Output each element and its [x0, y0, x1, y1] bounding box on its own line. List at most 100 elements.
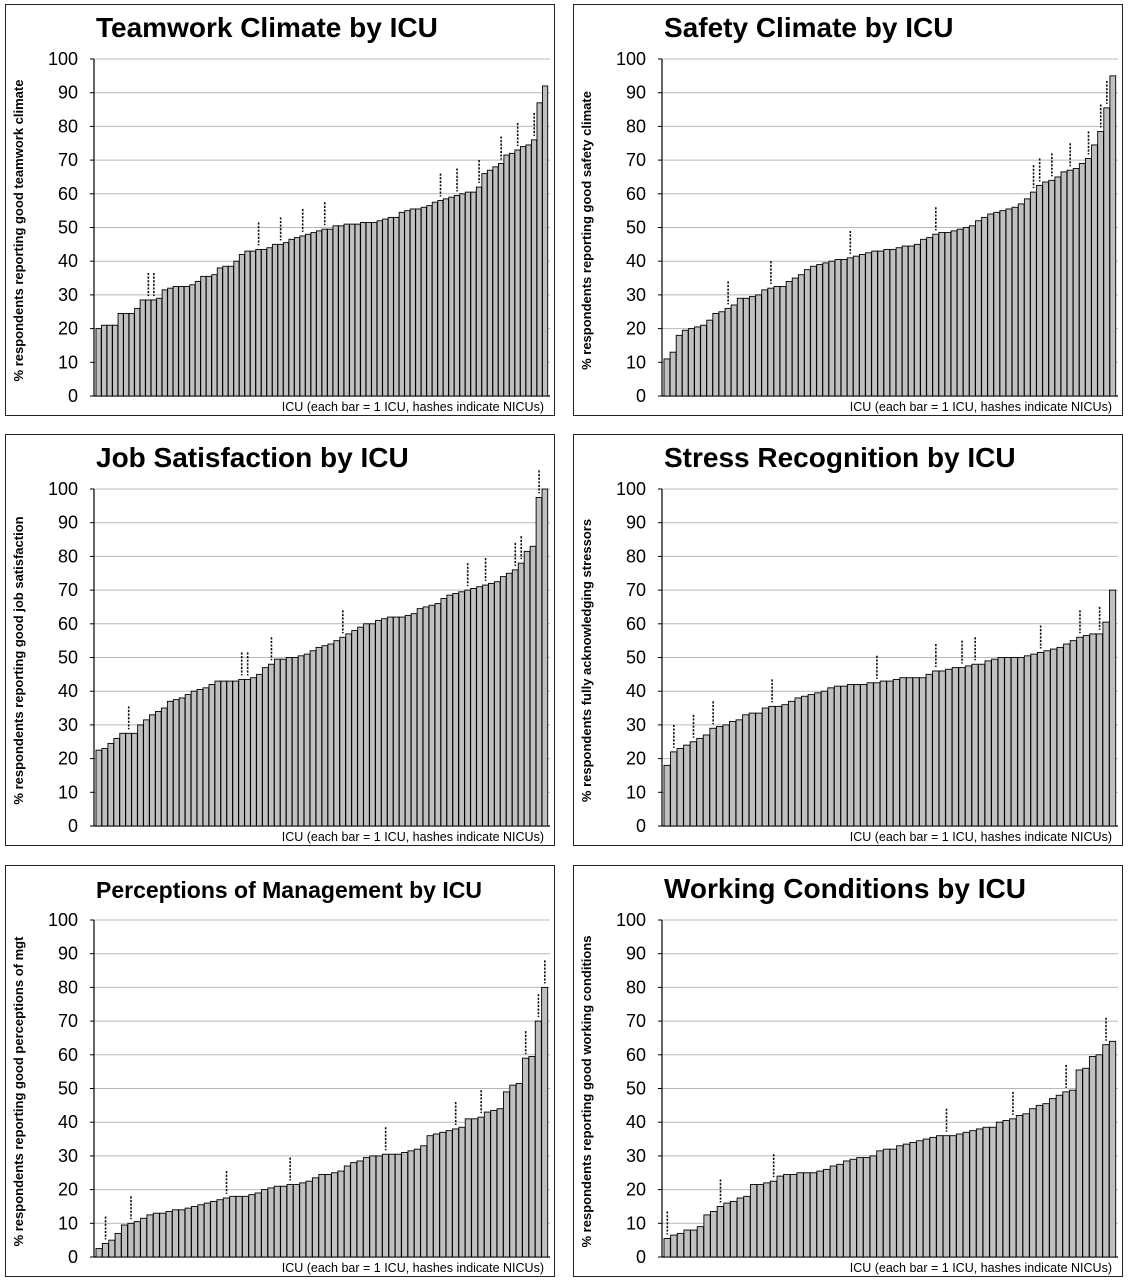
bar [761, 707, 769, 827]
y-tick-label: 50 [58, 648, 78, 668]
bar [254, 1192, 262, 1258]
bar [249, 250, 256, 397]
bar [134, 307, 141, 397]
bar [1091, 144, 1098, 397]
bar [683, 744, 691, 827]
bar [749, 1184, 758, 1258]
bar [404, 614, 412, 827]
bar [266, 247, 273, 397]
bar [123, 312, 130, 397]
bar [936, 1135, 944, 1258]
bar [375, 1155, 383, 1258]
bar [442, 198, 449, 397]
bar [305, 233, 312, 397]
bar [709, 727, 717, 827]
y-tick-label: 60 [58, 184, 78, 204]
bar [1030, 191, 1037, 397]
bar [703, 1214, 711, 1258]
y-tick-label: 50 [58, 218, 78, 238]
bar [277, 243, 284, 397]
y-tick-label: 70 [58, 580, 78, 600]
bar [901, 245, 909, 397]
bar [166, 700, 174, 827]
bar [916, 1140, 924, 1258]
bar [279, 658, 287, 827]
bar [1069, 1089, 1077, 1258]
bar [922, 1138, 931, 1258]
bar [1010, 657, 1018, 827]
bar [428, 604, 436, 827]
bar [1042, 181, 1049, 397]
bar [860, 684, 868, 827]
bar [191, 1206, 199, 1258]
bar [836, 1163, 844, 1258]
bar [446, 594, 453, 827]
bar [723, 1202, 731, 1258]
bar [362, 1157, 370, 1258]
y-tick-label: 30 [626, 715, 646, 735]
bar [203, 1202, 211, 1258]
chart-panel-management: Perceptions of Management by ICU 0 10 20 30 4… [5, 865, 555, 1277]
bar [1056, 646, 1064, 827]
bar [343, 1165, 351, 1258]
bar [528, 1056, 536, 1258]
bar [360, 221, 367, 397]
bar [892, 678, 900, 827]
bar [167, 287, 174, 397]
bar [324, 1173, 332, 1258]
bar [975, 1128, 984, 1258]
bar [490, 1109, 498, 1258]
bar [238, 678, 245, 827]
bar [459, 193, 466, 397]
bar [146, 1214, 154, 1258]
bar [1102, 621, 1110, 827]
bar [862, 1157, 871, 1258]
bar [522, 1057, 530, 1258]
bar [807, 694, 815, 827]
bar [1075, 1069, 1083, 1258]
bar [407, 1150, 415, 1258]
bar [189, 284, 196, 397]
y-tick-label: 70 [626, 1011, 646, 1031]
bar [896, 1145, 904, 1258]
bar [114, 1232, 122, 1258]
bar [816, 264, 823, 397]
bar [755, 294, 762, 397]
bar [1015, 1115, 1024, 1258]
y-axis-label: % respondents reporting good perceptions… [11, 936, 26, 1247]
y-tick-label: 90 [58, 944, 78, 964]
y-axis-label: % respondents reporting good job satisfa… [11, 516, 26, 804]
bar [1011, 206, 1019, 397]
bar [350, 1162, 358, 1258]
bar [1017, 203, 1025, 397]
chart-panel-job-satisfaction: Job Satisfaction by ICU 0 10 20 30 40 50 60 70 80… [5, 434, 555, 846]
bar [420, 1145, 428, 1258]
bar [416, 608, 424, 827]
bar [155, 710, 162, 827]
bar [488, 582, 495, 827]
y-axis-label: % respondents reporting good safety clim… [579, 91, 594, 370]
bar [529, 545, 537, 827]
y-tick-label: 40 [58, 681, 78, 701]
bar [440, 598, 448, 827]
y-axis-label: % respondents reporting good working con… [579, 936, 594, 1248]
bar [101, 324, 108, 397]
bar [822, 262, 830, 397]
bar [1002, 1120, 1010, 1258]
bar [509, 1084, 517, 1258]
bar [749, 296, 756, 397]
bar [534, 1020, 542, 1258]
bar [724, 307, 732, 397]
bar [394, 1153, 402, 1258]
bar [369, 1155, 377, 1258]
bar [280, 1185, 288, 1258]
bar [669, 351, 677, 397]
bar [413, 1148, 421, 1258]
bar [184, 694, 192, 827]
bar [950, 230, 958, 397]
bar [958, 667, 966, 827]
y-tick-label: 40 [58, 1112, 78, 1132]
bar [202, 687, 210, 827]
bar [382, 218, 389, 397]
bar [476, 586, 483, 827]
